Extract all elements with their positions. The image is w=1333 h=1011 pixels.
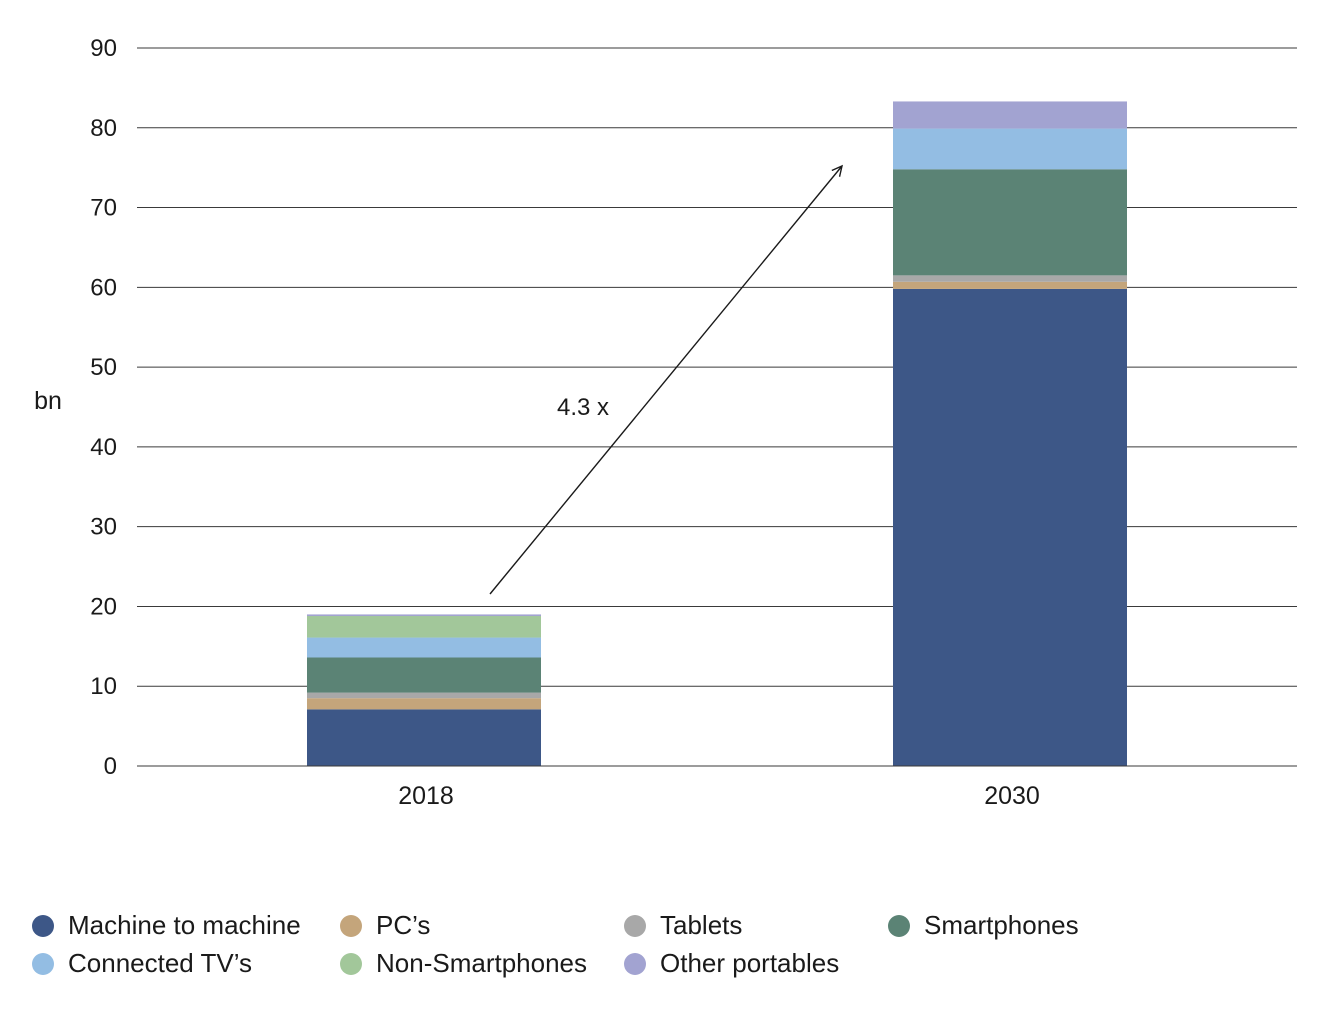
bar-segment (307, 614, 541, 617)
legend-label: Non-Smartphones (376, 948, 587, 978)
legend-label: Other portables (660, 948, 840, 978)
y-tick-label: 90 (90, 35, 117, 62)
bar-segment (307, 657, 541, 693)
bar-segment (307, 698, 541, 710)
legend-label: Machine to machine (68, 910, 301, 940)
legend-swatch (888, 914, 910, 937)
y-tick-label: 60 (90, 274, 117, 301)
bar-segment (893, 169, 1127, 276)
bars (137, 101, 1297, 767)
bar-segment (893, 128, 1127, 170)
legend-item: Non-Smartphones (340, 948, 587, 979)
y-axis-ticks: 0 10 20 30 40 50 60 70 80 90 (90, 35, 117, 780)
legend-swatch (32, 914, 54, 937)
legend-label: Connected TV’s (68, 948, 253, 978)
legend-item: Smartphones (888, 910, 1079, 941)
legend-label: Tablets (660, 910, 743, 940)
legend-swatch (624, 914, 646, 937)
bar-segment (307, 616, 541, 638)
bar-segment (307, 637, 541, 658)
legend-item: Tablets (624, 910, 742, 941)
growth-arrow (489, 166, 842, 595)
y-tick-label: 0 (104, 753, 117, 780)
x-category-label: 2018 (398, 782, 454, 810)
legend-item: Other portables (624, 948, 839, 979)
y-tick-label: 40 (90, 434, 117, 461)
y-tick-label: 10 (90, 673, 117, 700)
y-tick-label: 30 (90, 514, 117, 541)
bar-segment (893, 101, 1127, 129)
y-axis-label: bn (34, 387, 62, 415)
y-tick-label: 70 (90, 195, 117, 222)
x-axis-categories: 2018 2030 (398, 782, 1040, 810)
growth-annotation: 4.3 x (489, 166, 842, 595)
legend-swatch (624, 952, 646, 975)
legend-swatch (32, 952, 54, 975)
bar-segment (307, 709, 541, 766)
y-tick-label: 80 (90, 115, 117, 142)
bar-segment (307, 692, 541, 699)
legend-item: Machine to machine (32, 910, 301, 941)
legend-swatch (340, 914, 362, 937)
bar-segment (893, 288, 1127, 766)
y-tick-label: 20 (90, 593, 117, 620)
bar-segment (893, 281, 1127, 289)
legend-label: PC’s (376, 910, 431, 940)
legend-item: PC’s (340, 910, 430, 941)
x-category-label: 2030 (984, 782, 1040, 810)
legend-item: Connected TV’s (32, 948, 252, 979)
growth-multiplier-label: 4.3 x (557, 394, 609, 421)
y-tick-label: 50 (90, 354, 117, 381)
legend-swatch (340, 952, 362, 975)
bar-segment (893, 275, 1127, 282)
legend-label: Smartphones (924, 910, 1079, 940)
